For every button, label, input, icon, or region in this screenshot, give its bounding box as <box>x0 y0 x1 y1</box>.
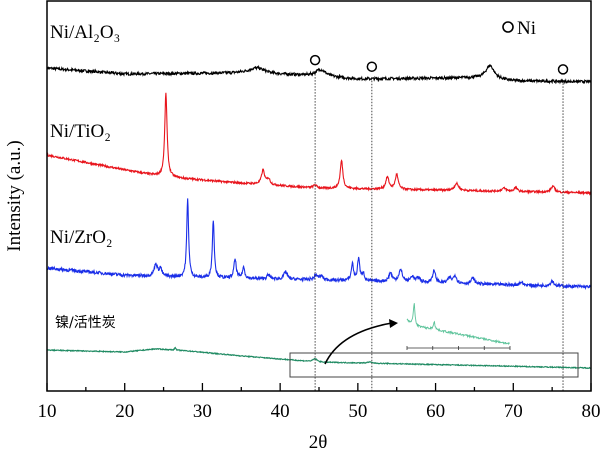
x-tick-label: 40 <box>271 401 290 422</box>
legend-label: Ni <box>517 18 536 39</box>
reference-lines <box>309 54 569 391</box>
x-tick-label: 30 <box>193 401 212 422</box>
series-line-al2o3 <box>46 64 592 85</box>
series-label-carbon: 镍/活性炭 <box>55 315 116 331</box>
y-axis-label: Intensity (a.u.) <box>4 140 25 251</box>
inset-curve <box>406 303 510 346</box>
series-line-zro2 <box>46 198 592 291</box>
inset-selection-box <box>289 352 579 378</box>
x-tick-label: 20 <box>115 401 134 422</box>
x-tick-label: 60 <box>426 401 445 422</box>
ni-peak-marker <box>557 64 569 75</box>
x-tick-label: 50 <box>348 401 367 422</box>
series-label-tio2: Ni/TiO₂ <box>50 121 111 142</box>
series-label-al2o3: Ni/Al₂O₃ <box>50 22 120 43</box>
x-tick-label: 10 <box>38 401 57 422</box>
x-tick-label: 70 <box>504 401 523 422</box>
x-tick-label: 80 <box>582 401 600 422</box>
series-line-tio2 <box>46 92 592 196</box>
series-label-zro2: Ni/ZrO₂ <box>50 227 113 248</box>
ni-peak-marker <box>309 54 321 66</box>
series-line-carbon <box>46 346 592 370</box>
x-ticks: 10 20 30 40 50 60 70 80 <box>38 383 600 422</box>
x-axis-label: 2θ <box>309 432 328 453</box>
ni-peak-marker <box>366 61 378 72</box>
arrow-head-icon <box>389 319 398 328</box>
inset-zoom <box>289 303 579 378</box>
inset-arrow <box>324 322 393 365</box>
series-layer <box>46 64 592 370</box>
legend-circle-marker <box>502 21 514 33</box>
